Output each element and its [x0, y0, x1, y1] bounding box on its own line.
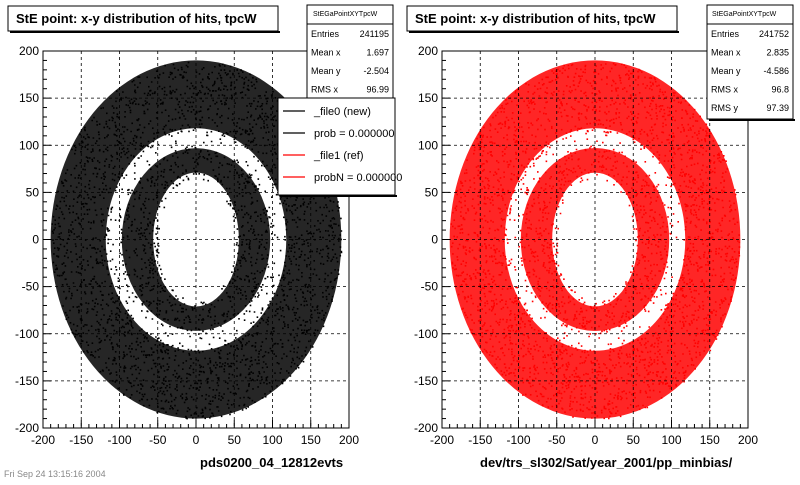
stats-label: Entries — [711, 29, 740, 39]
left-hit-points — [50, 60, 343, 420]
x-tick-label: 100 — [262, 433, 282, 447]
legend-entry: probN = 0.000000 — [314, 172, 402, 184]
y-tick-label: -200 — [414, 421, 438, 435]
x-tick-label: -200 — [31, 433, 55, 447]
stats-label: RMS x — [711, 85, 739, 95]
left-stats-header: StEGaPointXYTpcW — [313, 11, 378, 18]
y-tick-label: 50 — [425, 185, 439, 199]
x-tick-label: -50 — [548, 433, 566, 447]
left-chart-title: StE point: x-y distribution of hits, tpc… — [16, 11, 257, 26]
timestamp-label: Fri Sep 24 13:15:16 2004 — [4, 469, 106, 479]
stats-value: 96.8 — [771, 85, 789, 95]
stats-value: 1.697 — [366, 48, 389, 58]
left-x-axis-label: pds0200_04_12812evts — [200, 455, 343, 470]
stats-label: Mean y — [711, 66, 741, 76]
y-tick-label: -100 — [414, 327, 438, 341]
y-tick-label: -200 — [15, 421, 39, 435]
stats-value: -2.504 — [363, 66, 389, 76]
y-tick-label: 100 — [19, 138, 39, 152]
right-grid — [442, 51, 748, 428]
stats-value: 241195 — [360, 29, 389, 39]
inner-hit-band — [520, 148, 670, 331]
y-tick-label: 150 — [418, 91, 438, 105]
right-title-shadow — [409, 31, 679, 33]
y-tick-label: 150 — [19, 91, 39, 105]
right-chart: -200 -150 -100 -50 0 50 100 150 200 -200 -150 -100 -… — [406, 4, 795, 470]
x-tick-label: -150 — [468, 433, 492, 447]
left-grid — [43, 51, 349, 428]
x-tick-label: 200 — [339, 433, 359, 447]
stats-label: RMS y — [711, 103, 739, 113]
y-tick-label: 200 — [19, 44, 39, 58]
stats-value: 2.835 — [766, 48, 789, 58]
y-tick-label: -150 — [414, 374, 438, 388]
stats-value: 97.39 — [766, 103, 789, 113]
left-plot-border — [42, 50, 350, 429]
right-x-axis-label: dev/trs_sl302/Sat/year_2001/pp_minbias/ — [480, 455, 733, 470]
stats-label: Mean x — [311, 48, 341, 58]
left-title-shadow — [10, 31, 280, 33]
stats-label: Entries — [311, 29, 340, 39]
x-tick-label: -100 — [107, 433, 131, 447]
x-tick-label: -100 — [506, 433, 530, 447]
x-tick-label: 200 — [738, 433, 758, 447]
x-tick-label: -50 — [149, 433, 167, 447]
stats-value: 96.99 — [366, 85, 389, 95]
left-axis-ticks: -200 -150 -100 -50 0 50 100 150 200 -200 -150 -100 -… — [15, 44, 359, 447]
legend-entry: _file0 (new) — [313, 106, 371, 118]
x-tick-label: 100 — [661, 433, 681, 447]
x-tick-label: 50 — [627, 433, 641, 447]
y-tick-label: 0 — [431, 233, 438, 247]
y-tick-label: 200 — [418, 44, 438, 58]
y-tick-label: -150 — [15, 374, 39, 388]
y-tick-label: 0 — [32, 233, 39, 247]
right-title-box — [406, 5, 678, 32]
y-tick-label: -50 — [421, 280, 439, 294]
y-tick-label: -100 — [15, 327, 39, 341]
y-tick-label: 100 — [418, 138, 438, 152]
left-chart: -200 -150 -100 -50 0 50 100 150 200 -200 -150 -100 -… — [7, 4, 402, 470]
right-stats-header: StEGaPointXYTpcW — [712, 11, 777, 18]
y-tick-label: 50 — [26, 185, 40, 199]
stats-value: -4.586 — [763, 66, 789, 76]
x-tick-label: 50 — [228, 433, 242, 447]
right-hit-points — [449, 60, 741, 420]
x-tick-label: -200 — [430, 433, 454, 447]
y-tick-label: -50 — [22, 280, 40, 294]
outer-hit-band — [50, 60, 342, 419]
outer-hit-band — [449, 60, 741, 419]
right-axis-ticks: -200 -150 -100 -50 0 50 100 150 200 -200 -150 -100 -… — [414, 44, 758, 447]
left-title-box — [7, 5, 279, 32]
legend-entry: prob = 0.000000 — [314, 128, 394, 140]
x-tick-label: 150 — [301, 433, 321, 447]
stats-label: RMS x — [311, 85, 339, 95]
legend-entry: _file1 (ref) — [313, 150, 364, 162]
x-tick-label: -150 — [69, 433, 93, 447]
left-legend: _file0 (new) prob = 0.000000 _file1 (ref) p… — [277, 97, 402, 197]
stats-label: Mean y — [311, 66, 341, 76]
right-stats-box: StEGaPointXYTpcW Entries 241752 Mean x 2.83… — [706, 4, 795, 121]
x-tick-label: 0 — [193, 433, 200, 447]
right-plot-border — [441, 50, 749, 429]
inner-hit-band — [121, 148, 271, 331]
x-tick-label: 150 — [700, 433, 720, 447]
right-chart-title: StE point: x-y distribution of hits, tpc… — [415, 11, 656, 26]
x-tick-label: 0 — [592, 433, 599, 447]
stats-label: Mean x — [711, 48, 741, 58]
stats-value: 241752 — [759, 29, 789, 39]
